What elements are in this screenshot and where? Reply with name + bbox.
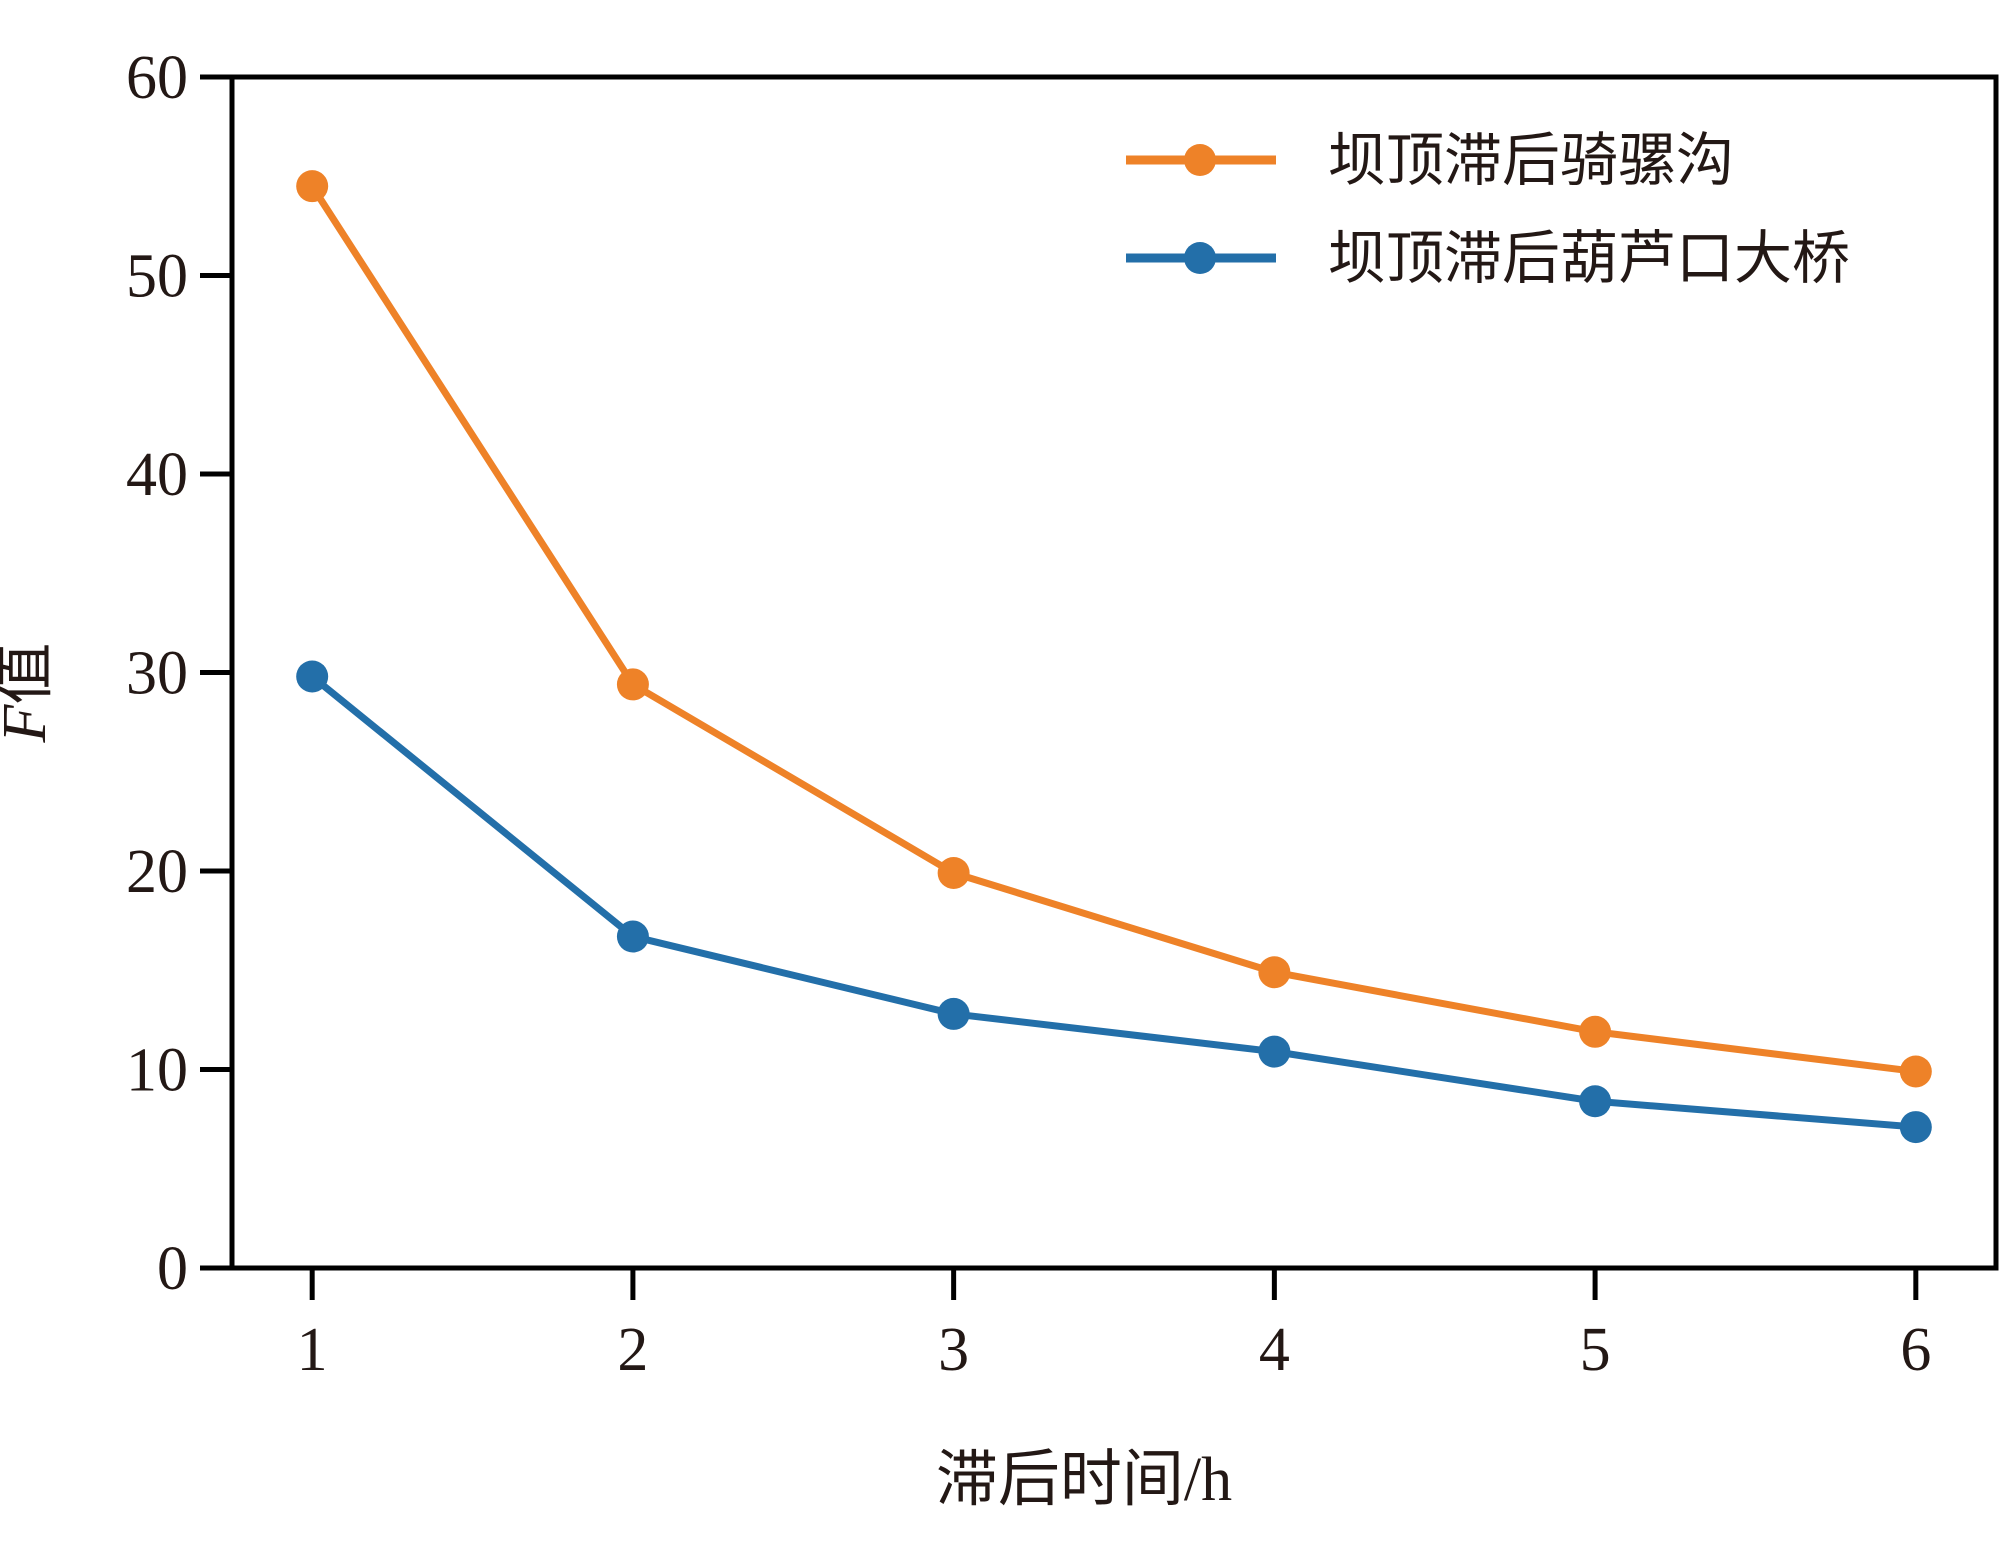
x-tick-label: 4 bbox=[1259, 1316, 1290, 1384]
x-axis-title: 滞后时间/h bbox=[936, 1446, 1232, 1514]
y-tick-label: 40 bbox=[126, 441, 188, 509]
legend-label: 坝顶滞后葫芦口大桥 bbox=[1328, 226, 1850, 291]
y-axis-ticks: 0 10 20 30 40 50 60 bbox=[126, 44, 232, 1303]
series-1-point bbox=[296, 170, 329, 203]
series-2-point bbox=[1899, 1111, 1932, 1144]
x-tick-label: 6 bbox=[1900, 1316, 1931, 1384]
series-2-point bbox=[937, 997, 970, 1030]
x-axis-ticks: 1 2 3 4 5 6 bbox=[297, 1268, 1931, 1384]
y-tick-label: 60 bbox=[126, 44, 188, 112]
series-1-point bbox=[616, 668, 649, 701]
series-2-point bbox=[296, 660, 329, 693]
series-line-2 bbox=[308, 672, 1920, 1131]
series-line-1 bbox=[308, 182, 1920, 1075]
series-1-point bbox=[1899, 1055, 1932, 1088]
series-1-point bbox=[1579, 1015, 1612, 1048]
x-tick-label: 1 bbox=[297, 1316, 328, 1384]
x-tick-label: 5 bbox=[1580, 1316, 1611, 1384]
y-tick-label: 20 bbox=[126, 838, 188, 906]
series-1-point bbox=[1258, 956, 1291, 989]
y-tick-label: 10 bbox=[126, 1037, 188, 1105]
y-axis-title: F值 bbox=[0, 643, 59, 744]
legend-swatch-marker bbox=[1184, 242, 1216, 274]
y-tick-label: 0 bbox=[157, 1235, 188, 1303]
y-tick-label: 50 bbox=[126, 243, 188, 311]
y-tick-label: 30 bbox=[126, 640, 188, 708]
series-2-point bbox=[616, 920, 649, 953]
series-2-point bbox=[1258, 1035, 1291, 1068]
y-axis-title-italic: F bbox=[0, 703, 59, 743]
legend-swatch-marker bbox=[1184, 144, 1216, 176]
x-tick-label: 3 bbox=[938, 1316, 969, 1384]
legend-label: 坝顶滞后骑骡沟 bbox=[1328, 128, 1734, 193]
x-tick-label: 2 bbox=[617, 1316, 648, 1384]
series-2-point bbox=[1579, 1085, 1612, 1118]
y-axis-title-rest: 值 bbox=[0, 643, 59, 705]
series-layer bbox=[296, 170, 1932, 1144]
series-1-point bbox=[937, 856, 970, 889]
